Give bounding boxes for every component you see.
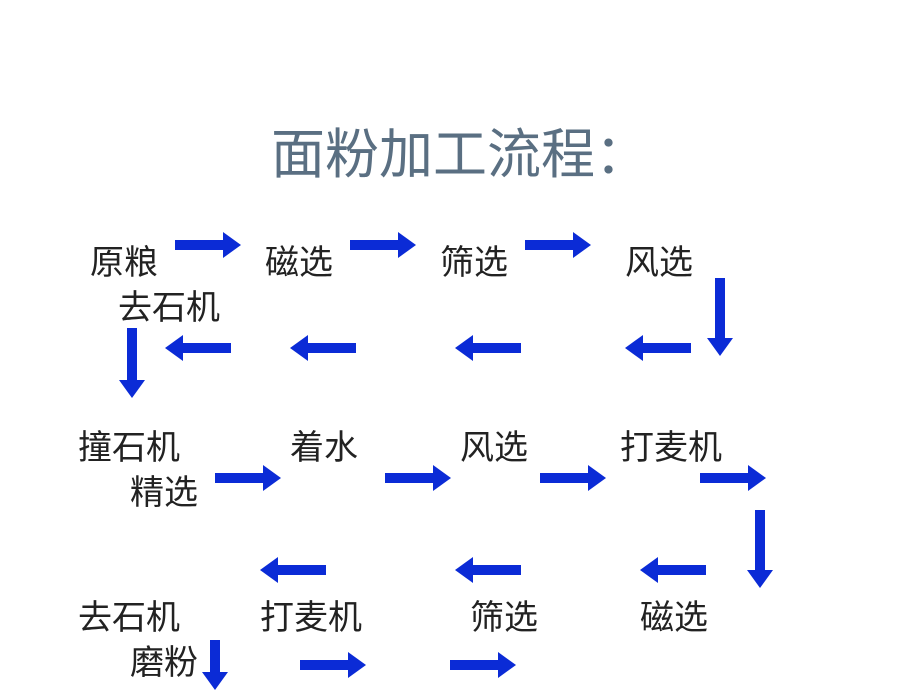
flow-arrow-left [640, 557, 706, 583]
flow-arrow-right [700, 465, 766, 491]
flow-node: 撞石机 [78, 420, 180, 469]
flow-arrow-right [215, 465, 281, 491]
flow-arrow-right [525, 232, 591, 258]
flow-node: 筛选 [470, 590, 538, 639]
flow-node: 去石机 [118, 280, 220, 329]
flow-node: 去石机 [78, 590, 180, 639]
flow-arrow-down [707, 278, 733, 356]
flow-arrow-left [165, 335, 231, 361]
flow-node: 磁选 [640, 590, 708, 639]
flow-arrow-right [350, 232, 416, 258]
flow-node: 风选 [625, 235, 693, 284]
flow-node: 磨粉 [130, 635, 198, 684]
flow-arrow-left [455, 557, 521, 583]
flow-arrow-left [455, 335, 521, 361]
flow-arrow-right [450, 652, 516, 678]
flow-node: 磁选 [265, 235, 333, 284]
flow-node: 着水 [290, 420, 358, 469]
flow-arrow-down [202, 640, 228, 690]
flow-arrow-down [119, 328, 145, 398]
flow-arrow-left [260, 557, 326, 583]
diagram-title: 面粉加工流程： [0, 110, 920, 189]
flow-node: 打麦机 [620, 420, 722, 469]
flowchart-stage: 面粉加工流程： 原粮磁选筛选风选去石机撞石机着水风选打麦机精选去石机打麦机筛选磁… [0, 0, 920, 690]
flow-node: 精选 [130, 465, 198, 514]
flow-arrow-right [175, 232, 241, 258]
flow-node: 筛选 [440, 235, 508, 284]
flow-arrow-down [747, 510, 773, 588]
flow-arrow-right [300, 652, 366, 678]
flow-node: 原粮 [90, 235, 158, 284]
flow-arrow-right [385, 465, 451, 491]
flow-arrow-right [540, 465, 606, 491]
flow-arrow-left [290, 335, 356, 361]
flow-arrow-left [625, 335, 691, 361]
flow-node: 风选 [460, 420, 528, 469]
flow-node: 打麦机 [260, 590, 362, 639]
